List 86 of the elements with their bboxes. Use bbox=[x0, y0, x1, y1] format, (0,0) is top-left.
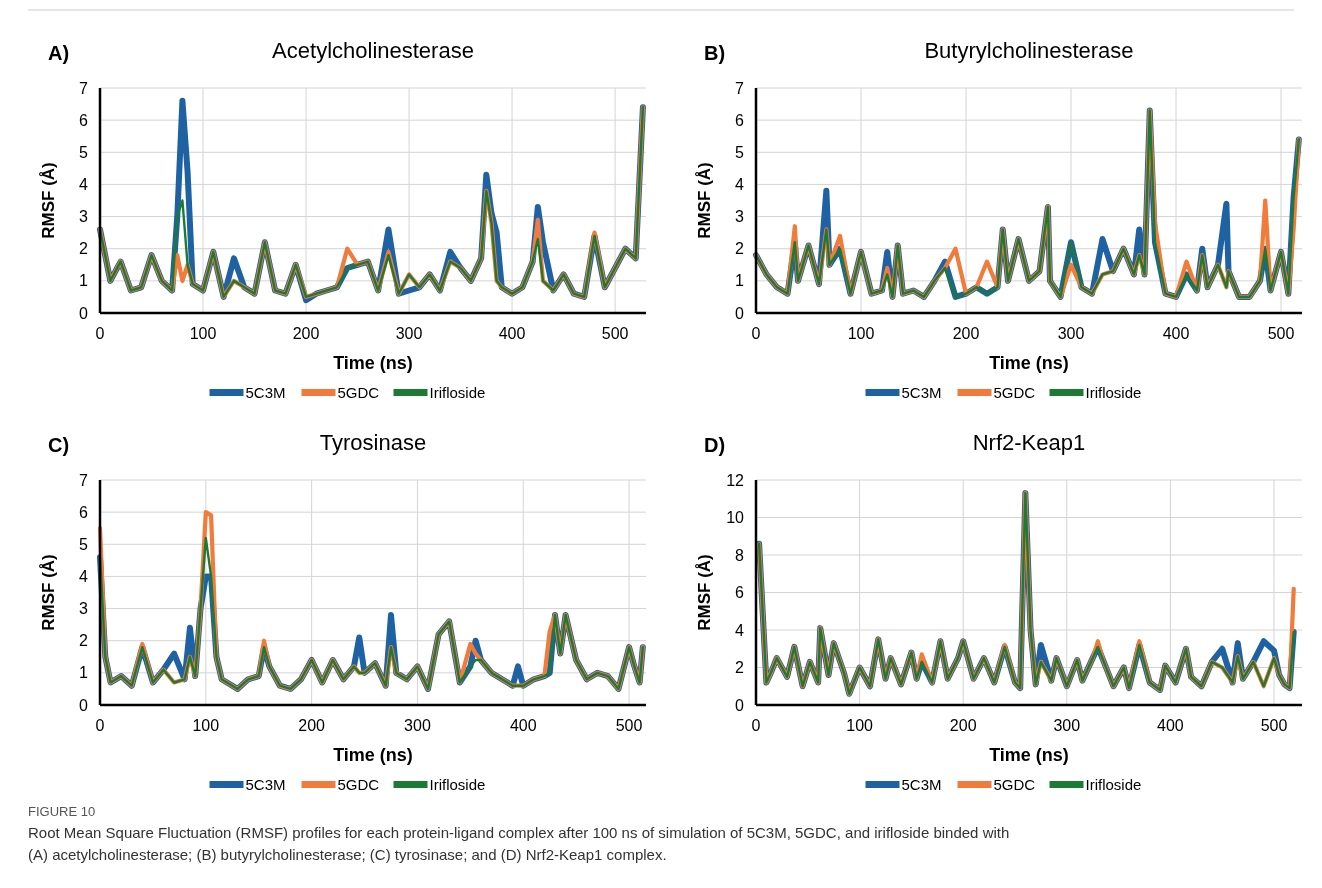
legend-label: Irifloside bbox=[1085, 776, 1142, 793]
y-tick-label: 4 bbox=[79, 568, 89, 586]
x-tick-label: 0 bbox=[751, 325, 761, 342]
x-tick-label: 0 bbox=[95, 717, 105, 734]
text: Root Mean Square Fluctuation (RMSF) profiles for each protein-ligand complex after 100 ns of simulation of 5C3M, 5GDC, and irifloside binded with bbox=[28, 824, 1010, 841]
x-tick-label: 100 bbox=[192, 717, 220, 734]
x-tick-label: 200 bbox=[949, 717, 977, 734]
legend-label: 5C3M bbox=[901, 384, 942, 401]
y-tick-label: 5 bbox=[79, 535, 89, 553]
legend-label: 5GDC bbox=[337, 776, 380, 793]
x-tick-label: 300 bbox=[404, 717, 431, 734]
y-tick-label: 10 bbox=[726, 509, 745, 527]
y-tick-label: 1 bbox=[79, 272, 89, 290]
legend-label: 5C3M bbox=[245, 384, 286, 401]
y-tick-label: 1 bbox=[79, 664, 89, 682]
y-axis-title: RMSF (Å) bbox=[695, 554, 714, 631]
y-tick-label: 6 bbox=[79, 503, 89, 521]
y-tick-label: 2 bbox=[79, 240, 89, 258]
y-tick-label: 2 bbox=[735, 240, 745, 258]
x-tick-label: 100 bbox=[847, 325, 875, 342]
y-axis-title: RMSF (Å) bbox=[39, 554, 58, 631]
y-tick-label: 7 bbox=[79, 471, 89, 489]
x-tick-label: 0 bbox=[751, 717, 761, 734]
x-axis-title: Time (ns) bbox=[333, 745, 413, 765]
x-axis-title: Time (ns) bbox=[989, 745, 1069, 765]
y-tick-label: 5 bbox=[79, 143, 89, 161]
y-tick-label: 6 bbox=[735, 111, 745, 129]
y-tick-label: 7 bbox=[79, 79, 89, 97]
x-axis-title: Time (ns) bbox=[333, 353, 413, 373]
y-tick-label: 3 bbox=[735, 208, 745, 226]
x-tick-label: 500 bbox=[601, 325, 629, 342]
x-tick-label: 0 bbox=[95, 325, 105, 342]
legend-label: Irifloside bbox=[429, 384, 486, 401]
y-tick-label: 0 bbox=[79, 304, 89, 322]
x-tick-label: 100 bbox=[189, 325, 217, 342]
y-tick-label: 12 bbox=[726, 471, 745, 489]
y-tick-label: 4 bbox=[735, 176, 745, 194]
legend-label: 5GDC bbox=[993, 384, 1036, 401]
x-tick-label: 300 bbox=[1057, 325, 1085, 342]
legend-label: 5C3M bbox=[245, 776, 286, 793]
x-tick-label: 200 bbox=[298, 717, 326, 734]
x-tick-label: 100 bbox=[846, 717, 874, 734]
x-tick-label: 200 bbox=[952, 325, 980, 342]
text: D) bbox=[704, 434, 726, 456]
legend-label: 5GDC bbox=[993, 776, 1036, 793]
y-tick-label: 5 bbox=[735, 143, 745, 161]
y-tick-label: 0 bbox=[79, 696, 89, 714]
y-tick-label: 2 bbox=[79, 632, 89, 650]
legend-label: 5C3M bbox=[901, 776, 942, 793]
x-tick-label: 300 bbox=[395, 325, 423, 342]
x-tick-label: 400 bbox=[1162, 325, 1190, 342]
y-tick-label: 4 bbox=[79, 176, 89, 194]
text: B) bbox=[704, 42, 726, 64]
y-tick-label: 1 bbox=[735, 272, 745, 290]
y-tick-label: 7 bbox=[735, 79, 745, 97]
text: (A) acetylcholinesterase; (B) butyrylcholinesterase; (C) tyrosinase; and (D) Nrf2-Keap1 complex. bbox=[28, 846, 667, 863]
y-tick-label: 0 bbox=[735, 304, 745, 322]
y-tick-label: 4 bbox=[735, 621, 745, 639]
x-tick-label: 500 bbox=[615, 717, 643, 734]
caption: FIGURE 10 bbox=[28, 804, 96, 819]
text: C) bbox=[48, 434, 70, 456]
x-axis-title: Time (ns) bbox=[989, 353, 1069, 373]
y-tick-label: 8 bbox=[735, 546, 745, 564]
chart-title: Tyrosinase bbox=[319, 430, 427, 455]
x-tick-label: 400 bbox=[1157, 717, 1184, 734]
legend-label: Irifloside bbox=[429, 776, 486, 793]
chart-title: Nrf2-Keap1 bbox=[972, 430, 1086, 455]
x-tick-label: 400 bbox=[509, 717, 537, 734]
x-tick-label: 200 bbox=[292, 325, 320, 342]
x-tick-label: 500 bbox=[1267, 325, 1295, 342]
y-axis-title: RMSF (Å) bbox=[695, 162, 714, 239]
x-tick-label: 300 bbox=[1053, 717, 1081, 734]
y-tick-label: 6 bbox=[735, 584, 745, 602]
y-axis-title: RMSF (Å) bbox=[39, 162, 58, 239]
chart-title: Butyrylcholinesterase bbox=[924, 38, 1134, 63]
chart-title: Acetylcholinesterase bbox=[272, 38, 474, 63]
legend-label: Irifloside bbox=[1085, 384, 1142, 401]
legend-label: 5GDC bbox=[337, 384, 380, 401]
y-tick-label: 6 bbox=[79, 111, 89, 129]
y-tick-label: 3 bbox=[79, 208, 89, 226]
y-tick-label: 3 bbox=[79, 600, 89, 618]
y-tick-label: 0 bbox=[735, 696, 745, 714]
x-tick-label: 400 bbox=[498, 325, 526, 342]
x-tick-label: 500 bbox=[1260, 717, 1288, 734]
y-tick-label: 2 bbox=[735, 659, 745, 677]
text: A) bbox=[48, 42, 70, 64]
